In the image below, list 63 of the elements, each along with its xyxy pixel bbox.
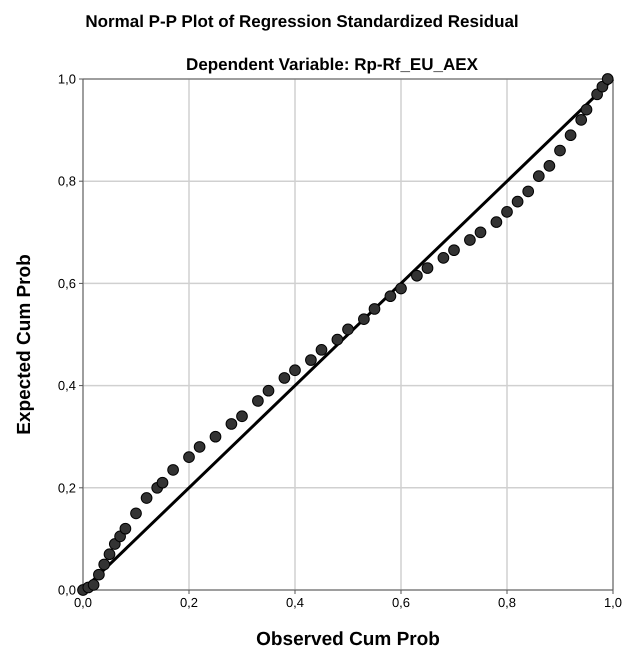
point <box>236 410 248 422</box>
x-tick-label: 0,2 <box>180 595 198 610</box>
y-axis-title: Expected Cum Prob <box>14 254 35 435</box>
x-axis-title: Observed Cum Prob <box>256 629 440 650</box>
point <box>438 252 450 264</box>
point <box>501 206 513 218</box>
point <box>575 114 588 126</box>
point <box>448 244 460 256</box>
x-tick-label: 0,0 <box>74 595 92 610</box>
point <box>140 492 152 504</box>
point <box>554 144 566 156</box>
y-tick-label: 1,0 <box>58 72 76 86</box>
point <box>544 160 556 172</box>
point <box>98 558 110 570</box>
point <box>120 522 132 535</box>
point <box>342 324 354 336</box>
x-tick-label: 0,8 <box>498 595 516 610</box>
point <box>332 334 344 346</box>
point <box>156 476 168 489</box>
point <box>130 508 142 520</box>
point <box>194 441 206 453</box>
point <box>104 548 116 560</box>
point <box>512 196 524 208</box>
point <box>278 372 290 384</box>
point <box>474 226 486 238</box>
point <box>316 344 328 356</box>
point <box>602 73 614 85</box>
point <box>522 186 534 198</box>
point <box>395 282 407 294</box>
point <box>167 464 179 476</box>
point <box>580 104 592 116</box>
point <box>305 354 317 366</box>
point <box>464 234 476 246</box>
point <box>596 80 608 93</box>
point <box>368 303 380 315</box>
y-tick-label: 0,8 <box>58 174 76 189</box>
y-tick-label: 0,0 <box>58 582 76 598</box>
point <box>289 364 301 376</box>
chart-title: Normal P-P Plot of Regression Standardized Residual <box>85 12 519 31</box>
point <box>210 430 222 443</box>
point <box>183 451 195 463</box>
x-tick-label: 0,6 <box>392 595 410 610</box>
point <box>93 568 105 581</box>
y-tick-label: 0,4 <box>58 378 76 394</box>
y-tick-label: 0,6 <box>58 276 76 291</box>
point <box>422 262 434 274</box>
point <box>358 313 370 326</box>
point <box>262 384 274 397</box>
x-tick-label: 1,0 <box>604 595 622 610</box>
point <box>114 530 126 542</box>
point <box>384 290 396 302</box>
point <box>252 395 264 407</box>
point <box>564 129 576 142</box>
point <box>411 270 423 282</box>
chart-subtitle: Dependent Variable: Rp-Rf_EU_AEX <box>186 55 479 74</box>
point <box>226 418 238 430</box>
point <box>532 170 545 182</box>
y-tick-label: 0,2 <box>58 480 76 496</box>
x-tick-label: 0,4 <box>286 595 304 610</box>
point <box>108 538 121 550</box>
point <box>490 216 502 228</box>
point <box>88 579 100 591</box>
point <box>591 88 603 100</box>
